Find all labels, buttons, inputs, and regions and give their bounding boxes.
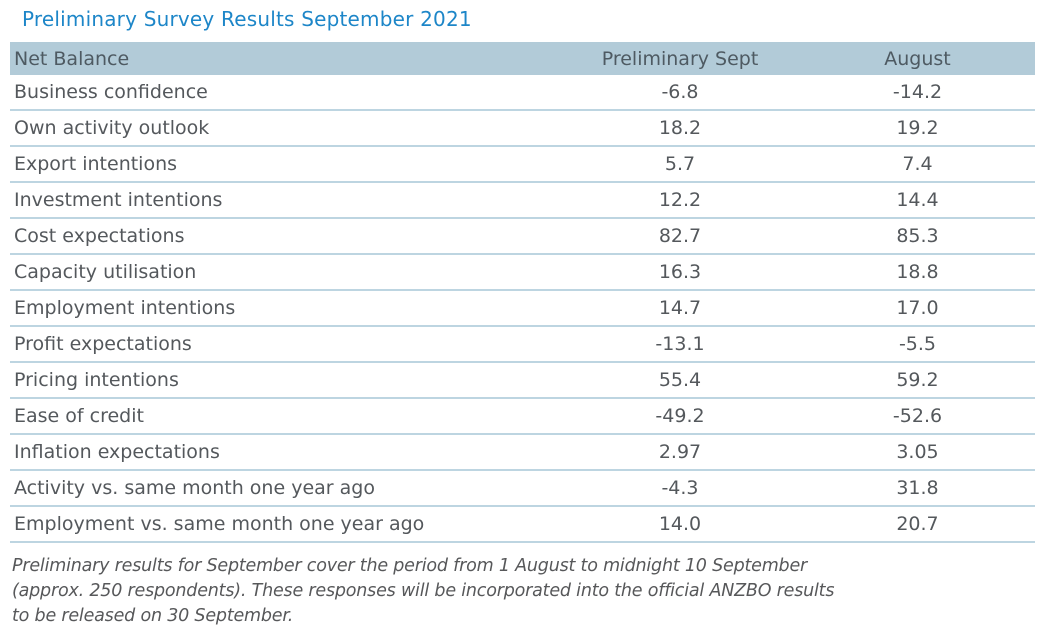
prelim-sept-value: 16.3	[560, 254, 800, 291]
prelim-sept-value: 14.0	[560, 506, 800, 543]
row-label: Inflation expectations	[10, 434, 560, 471]
row-label: Cost expectations	[10, 218, 560, 255]
prelim-sept-value: 82.7	[560, 218, 800, 255]
prelim-sept-value: -6.8	[560, 75, 800, 111]
august-value: 31.8	[800, 470, 1035, 507]
table-row: Employment intentions 14.7 17.0	[10, 290, 1035, 327]
row-label: Business confidence	[10, 75, 560, 111]
row-label: Profit expectations	[10, 326, 560, 363]
row-label: Activity vs. same month one year ago	[10, 470, 560, 507]
row-label: Employment intentions	[10, 290, 560, 327]
august-value: -5.5	[800, 326, 1035, 363]
august-value: 7.4	[800, 146, 1035, 183]
row-label: Ease of credit	[10, 398, 560, 435]
prelim-sept-value: -4.3	[560, 470, 800, 507]
footnote-line: Preliminary results for September cover …	[12, 556, 808, 576]
footnote-line: to be released on 30 September.	[12, 606, 294, 626]
table-body: Business confidence -6.8 -14.2 Own activ…	[10, 75, 1035, 543]
table-row: Export intentions 5.7 7.4	[10, 146, 1035, 183]
august-value: -52.6	[800, 398, 1035, 435]
table-row: Cost expectations 82.7 85.3	[10, 218, 1035, 255]
page-title: Preliminary Survey Results September 202…	[22, 7, 472, 31]
column-header-preliminary-sept: Preliminary Sept	[560, 42, 800, 75]
prelim-sept-value: 5.7	[560, 146, 800, 183]
footnote-line: (approx. 250 respondents). These respons…	[12, 581, 835, 601]
row-label: Capacity utilisation	[10, 254, 560, 291]
august-value: -14.2	[800, 75, 1035, 111]
results-table: Net Balance Preliminary Sept August Busi…	[10, 42, 1035, 543]
table-row: Business confidence -6.8 -14.2	[10, 75, 1035, 111]
row-label: Export intentions	[10, 146, 560, 183]
row-label: Pricing intentions	[10, 362, 560, 399]
table-row: Investment intentions 12.2 14.4	[10, 182, 1035, 219]
column-header-august: August	[800, 42, 1035, 75]
prelim-sept-value: -49.2	[560, 398, 800, 435]
table-row: Own activity outlook 18.2 19.2	[10, 110, 1035, 147]
august-value: 85.3	[800, 218, 1035, 255]
prelim-sept-value: 12.2	[560, 182, 800, 219]
table-row: Ease of credit -49.2 -52.6	[10, 398, 1035, 435]
table-row: Inflation expectations 2.97 3.05	[10, 434, 1035, 471]
prelim-sept-value: 2.97	[560, 434, 800, 471]
table-row: Activity vs. same month one year ago -4.…	[10, 470, 1035, 507]
august-value: 17.0	[800, 290, 1035, 327]
table-row: Employment vs. same month one year ago 1…	[10, 506, 1035, 543]
prelim-sept-value: -13.1	[560, 326, 800, 363]
august-value: 59.2	[800, 362, 1035, 399]
table-row: Profit expectations -13.1 -5.5	[10, 326, 1035, 363]
august-value: 20.7	[800, 506, 1035, 543]
prelim-sept-value: 14.7	[560, 290, 800, 327]
row-label: Employment vs. same month one year ago	[10, 506, 560, 543]
row-label: Investment intentions	[10, 182, 560, 219]
table-row: Capacity utilisation 16.3 18.8	[10, 254, 1035, 291]
august-value: 3.05	[800, 434, 1035, 471]
prelim-sept-value: 18.2	[560, 110, 800, 147]
row-label: Own activity outlook	[10, 110, 560, 147]
table-row: Pricing intentions 55.4 59.2	[10, 362, 1035, 399]
header-row: Net Balance Preliminary Sept August	[10, 42, 1035, 75]
august-value: 19.2	[800, 110, 1035, 147]
table-header: Net Balance Preliminary Sept August	[10, 42, 1035, 75]
august-value: 14.4	[800, 182, 1035, 219]
column-header-net-balance: Net Balance	[10, 42, 560, 75]
footnote: Preliminary results for September cover …	[12, 554, 1054, 629]
prelim-sept-value: 55.4	[560, 362, 800, 399]
august-value: 18.8	[800, 254, 1035, 291]
